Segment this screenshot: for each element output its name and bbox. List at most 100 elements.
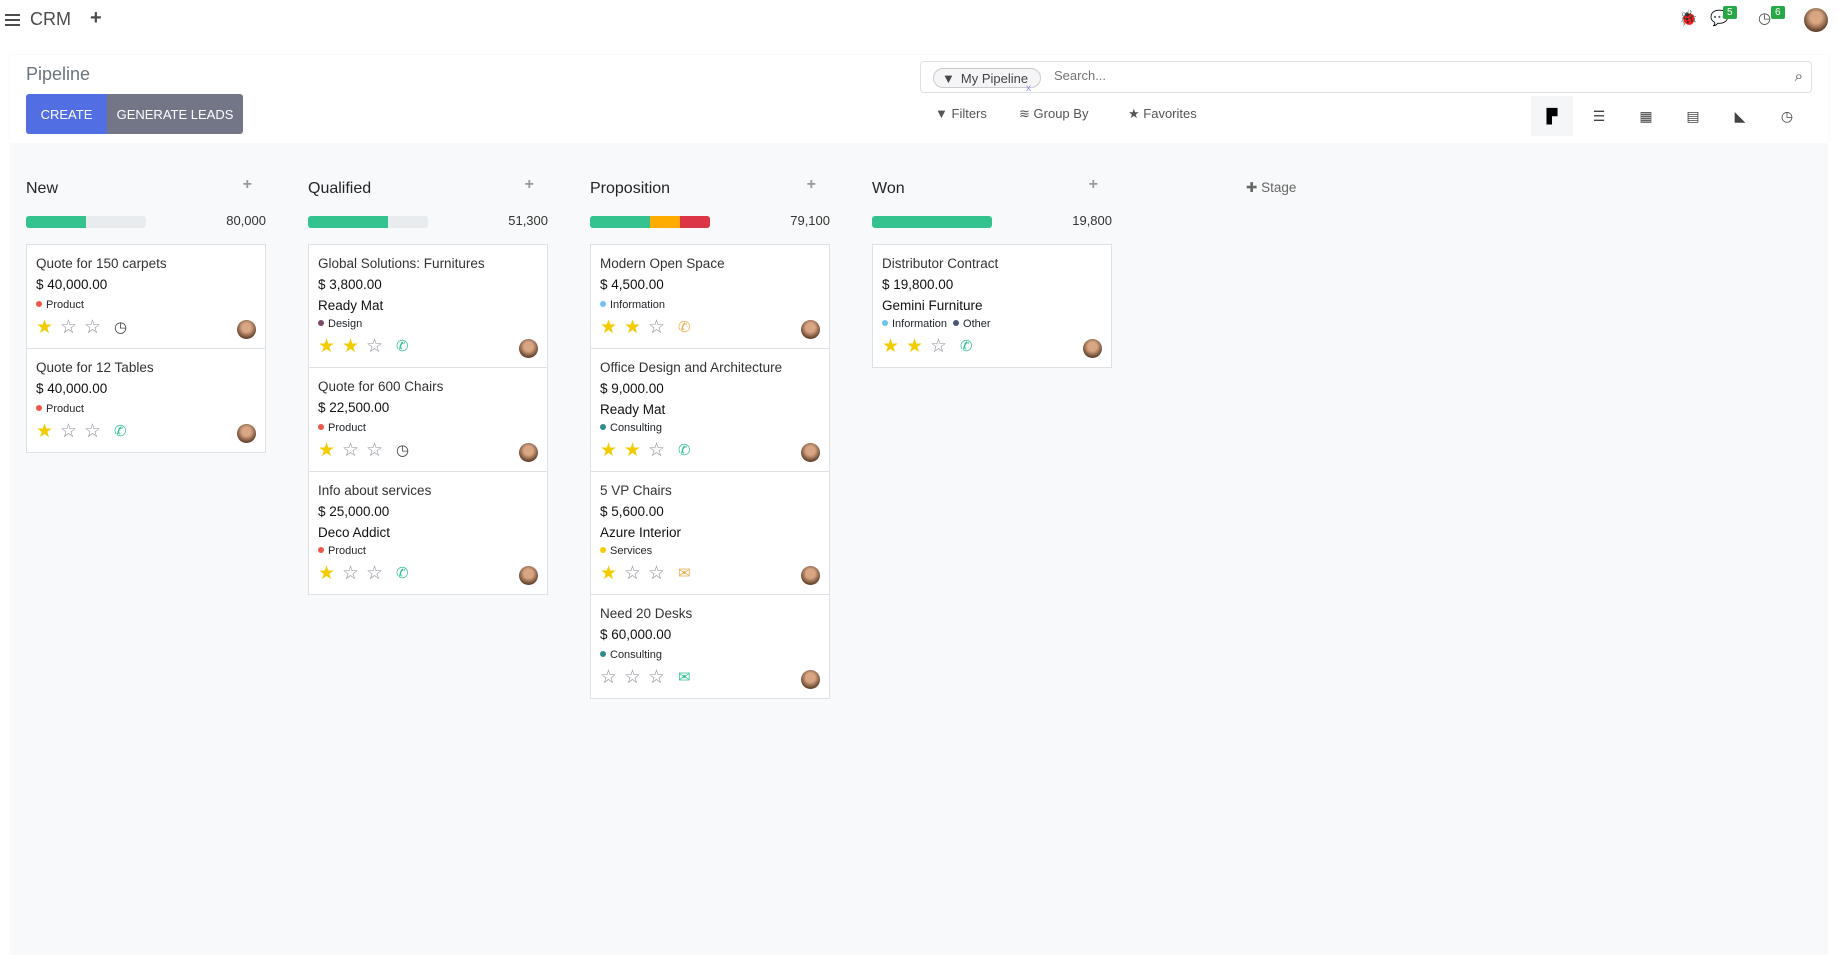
priority-star-icon[interactable]: ★ [624,316,642,338]
phone-icon[interactable]: ✆ [960,338,973,355]
priority-star-icon[interactable]: ☆ [930,335,948,357]
column-progress-bar[interactable] [590,216,710,228]
card-tags: Product [318,542,538,560]
priority-star-icon[interactable]: ★ [36,316,54,338]
phone-icon[interactable]: ✆ [114,423,127,440]
clock-icon[interactable]: ◷ [396,442,410,459]
lead-card[interactable]: 5 VP Chairs $ 5,600.00 Azure Interior Servi… [591,472,829,595]
envelope-icon[interactable]: ✉ [678,565,691,582]
phone-icon[interactable]: ✆ [678,442,691,459]
priority-star-icon[interactable]: ☆ [84,420,102,442]
priority-star-icon[interactable]: ★ [318,562,336,584]
priority-star-icon[interactable]: ☆ [342,439,360,461]
group-by-button[interactable]: ≋ Group By [1019,106,1088,122]
messages-icon[interactable]: 💬 5 [1710,6,1737,27]
menu-icon[interactable] [5,14,20,26]
card-list: Distributor Contract $ 19,800.00 Gemini Fu… [872,244,1112,368]
phone-icon[interactable]: ✆ [396,338,409,355]
priority-star-icon[interactable]: ★ [318,335,336,357]
calendar-view-icon[interactable]: ▦ [1639,107,1653,124]
user-avatar[interactable] [1804,8,1828,32]
lead-card[interactable]: Global Solutions: Furnitures $ 3,800.00 Re… [309,245,547,368]
debug-bug-icon[interactable]: 🐞 [1679,10,1698,27]
remove-facet-icon[interactable]: x [1026,83,1031,94]
facet-label: My Pipeline [960,70,1029,86]
progress-segment[interactable] [26,216,86,228]
priority-star-icon[interactable]: ★ [318,439,336,461]
activities-clock-icon[interactable]: ◷ 6 [1758,6,1785,27]
column-progress-bar[interactable] [26,216,146,228]
lead-card[interactable]: Modern Open Space $ 4,500.00 Information ★ ★… [591,245,829,349]
salesperson-avatar [801,566,820,585]
lead-card[interactable]: Quote for 12 Tables $ 40,000.00 Product ★ ☆ ☆… [27,349,265,452]
app-name[interactable]: CRM [30,9,71,29]
lead-card[interactable]: Quote for 600 Chairs $ 22,500.00 Product ★ ☆… [309,368,547,472]
tag-dot [318,320,324,326]
generate-leads-button[interactable]: GENERATE LEADS [107,94,243,134]
phone-icon[interactable]: ✆ [678,319,691,336]
priority-star-icon[interactable]: ☆ [342,562,360,584]
clock-icon[interactable]: ◷ [114,319,128,336]
phone-icon[interactable]: ✆ [396,565,409,582]
filters-button[interactable]: ▼ Filters [935,106,987,121]
envelope-icon[interactable]: ✉ [678,669,691,686]
pivot-view-icon[interactable]: ▤ [1686,107,1700,124]
priority-star-icon[interactable]: ☆ [84,316,102,338]
lead-card[interactable]: Need 20 Desks $ 60,000.00 Consulting ☆ ☆ ☆ ✉ [591,595,829,698]
column-progress-bar[interactable] [308,216,428,228]
kanban-view-icon[interactable]: ▛ [1531,96,1573,136]
filter-facet[interactable]: ▼ My Pipeline [933,68,1042,88]
search-icon[interactable]: ⌕ [1794,68,1803,85]
add-stage-button[interactable]: ✚ Stage [1246,180,1296,196]
column-quick-add-icon[interactable]: + [524,176,534,193]
column-quick-add-icon[interactable]: + [806,176,816,193]
priority-star-icon[interactable]: ☆ [648,666,666,688]
tag-label: Information [892,318,948,330]
create-button[interactable]: CREATE [26,94,107,134]
activity-view-icon[interactable]: ◷ [1780,107,1794,124]
priority-star-icon[interactable]: ★ [36,420,54,442]
card-tags: Design [318,315,538,333]
lead-card[interactable]: Office Design and Architecture $ 9,000.00… [591,349,829,472]
progress-segment[interactable] [680,216,710,228]
card-footer: ★ ★ ☆ ✆ [318,333,538,359]
favorites-button[interactable]: ★ Favorites [1128,106,1197,122]
priority-star-icon[interactable]: ☆ [600,666,618,688]
progress-segment[interactable] [650,216,680,228]
priority-star-icon[interactable]: ★ [342,335,360,357]
progress-segment[interactable] [308,216,389,228]
tag-dot [318,424,324,430]
priority-star-icon[interactable]: ★ [600,439,618,461]
priority-star-icon[interactable]: ☆ [366,562,384,584]
priority-star-icon[interactable]: ☆ [648,562,666,584]
progress-segment[interactable] [872,216,992,228]
priority-star-icon[interactable]: ☆ [624,562,642,584]
column-progress-bar[interactable] [872,216,992,228]
lead-card[interactable]: Quote for 150 carpets $ 40,000.00 Product ★… [27,245,265,349]
priority-star-icon[interactable]: ☆ [648,439,666,461]
card-title: 5 VP Chairs [600,483,672,498]
lead-card[interactable]: Info about services $ 25,000.00 Deco Addic… [309,472,547,594]
graph-view-icon[interactable]: ◣ [1734,107,1746,124]
priority-star-icon[interactable]: ★ [600,316,618,338]
priority-star-icon[interactable]: ☆ [648,316,666,338]
column-total: 79,100 [790,213,830,228]
priority-star-icon[interactable]: ☆ [366,439,384,461]
column-quick-add-icon[interactable]: + [1088,176,1098,193]
priority-star-icon[interactable]: ★ [882,335,900,357]
card-title: Info about services [318,483,432,498]
priority-star-icon[interactable]: ★ [600,562,618,584]
priority-star-icon[interactable]: ☆ [60,316,78,338]
priority-star-icon[interactable]: ★ [906,335,924,357]
priority-star-icon[interactable]: ☆ [366,335,384,357]
priority-star-icon[interactable]: ★ [624,439,642,461]
progress-segment[interactable] [590,216,650,228]
tag-label: Product [328,545,366,557]
priority-star-icon[interactable]: ☆ [60,420,78,442]
lead-card[interactable]: Distributor Contract $ 19,800.00 Gemini Fu… [873,245,1111,367]
list-view-icon[interactable]: ☰ [1592,107,1606,124]
column-quick-add-icon[interactable]: + [242,176,252,193]
priority-star-icon[interactable]: ☆ [624,666,642,688]
quick-create-plus-icon[interactable]: + [90,7,102,29]
search-input[interactable] [1054,68,1754,83]
